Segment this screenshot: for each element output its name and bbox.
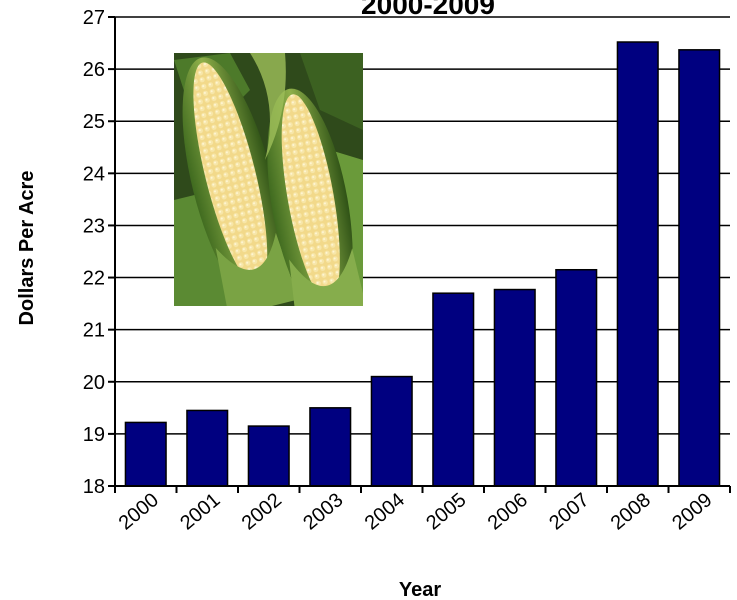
y-axis-title: Dollars Per Acre xyxy=(16,171,38,326)
x-tick-labels: 2000 2001 2002 2003 2004 2005 2006 2007 2008 2009 xyxy=(115,489,717,534)
y-tick-label: 26 xyxy=(83,59,105,81)
bar-2000 xyxy=(124,421,167,487)
bar-2007 xyxy=(555,268,598,487)
bar-2001 xyxy=(186,409,229,487)
y-tick-label: 19 xyxy=(83,424,105,446)
chart-title: 2000-2009 xyxy=(361,0,495,20)
x-tick-label: 2005 xyxy=(422,489,470,534)
bar-2004 xyxy=(370,375,413,487)
y-tick-label: 23 xyxy=(83,215,105,237)
axes xyxy=(108,16,731,493)
bar-2005 xyxy=(432,292,475,487)
y-tick-label: 20 xyxy=(83,372,105,394)
y-tick-labels: 18 19 20 21 22 23 24 25 26 27 xyxy=(83,7,105,498)
y-tick-label: 22 xyxy=(83,268,105,290)
corn-cobs-photo xyxy=(174,53,363,306)
x-axis-title: Year xyxy=(399,579,441,600)
y-tick-label: 24 xyxy=(83,163,105,185)
bar-2003 xyxy=(309,407,352,487)
bar-2006 xyxy=(493,288,536,487)
x-tick-label: 2002 xyxy=(238,489,286,534)
y-tick-label: 21 xyxy=(83,320,105,342)
x-tick-label: 2001 xyxy=(176,489,224,534)
y-tick-label: 25 xyxy=(83,111,105,133)
y-tick-label: 27 xyxy=(83,7,105,29)
x-tick-label: 2004 xyxy=(361,489,409,534)
x-tick-label: 2003 xyxy=(299,489,347,534)
bar-2009 xyxy=(678,49,721,487)
x-tick-label: 2008 xyxy=(607,489,655,534)
x-tick-label: 2000 xyxy=(115,489,163,534)
x-tick-label: 2009 xyxy=(668,489,716,534)
x-tick-label: 2007 xyxy=(545,489,593,534)
bars xyxy=(124,41,721,487)
x-tick-label: 2006 xyxy=(484,489,532,534)
bar-2002 xyxy=(247,425,290,487)
bar-2008 xyxy=(616,41,659,487)
y-tick-label: 18 xyxy=(83,476,105,498)
